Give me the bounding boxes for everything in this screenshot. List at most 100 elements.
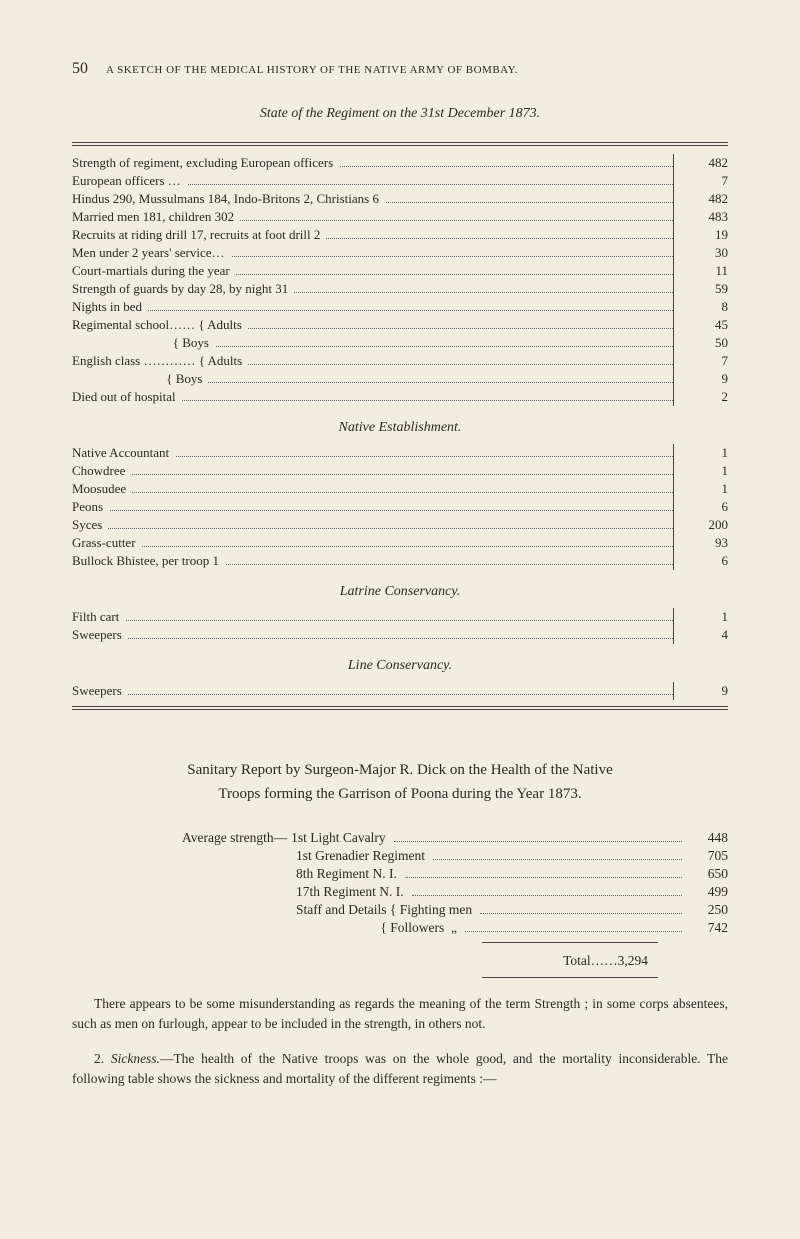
row-label: Peons bbox=[72, 498, 674, 516]
row-label: Chowdree bbox=[72, 462, 674, 480]
table-row: Died out of hospital2 bbox=[72, 388, 728, 406]
row-value: 1 bbox=[674, 444, 729, 462]
row-value: 6 bbox=[674, 552, 729, 570]
row-label: Moosudee bbox=[72, 480, 674, 498]
avg-row: 8th Regiment N. I. 650 bbox=[296, 866, 728, 882]
table-row: { Boys50 bbox=[72, 334, 728, 352]
table-row: Bullock Bhistee, per troop 16 bbox=[72, 552, 728, 570]
table-row: Nights in bed8 bbox=[72, 298, 728, 316]
row-value: 483 bbox=[674, 208, 729, 226]
row-value: 93 bbox=[674, 534, 729, 552]
total-value: 3,294 bbox=[618, 953, 648, 968]
leader-dots bbox=[480, 913, 682, 914]
table-title: State of the Regiment on the 31st Decemb… bbox=[72, 106, 728, 122]
table-row: Married men 181, children 302483 bbox=[72, 208, 728, 226]
avg-row-value: 742 bbox=[686, 920, 728, 936]
row-label: Sweepers bbox=[72, 626, 674, 644]
page-header: 50 A SKETCH OF THE MEDICAL HISTORY OF TH… bbox=[72, 60, 728, 78]
row-value: 9 bbox=[674, 370, 729, 388]
row-value: 1 bbox=[674, 462, 729, 480]
row-value: 1 bbox=[674, 480, 729, 498]
table-row: Grass-cutter93 bbox=[72, 534, 728, 552]
sanitary-line1: Sanitary Report by Surgeon-Major R. Dick… bbox=[72, 758, 728, 782]
table-row: Moosudee1 bbox=[72, 480, 728, 498]
row-value: 2 bbox=[674, 388, 729, 406]
row-label: { Boys bbox=[72, 334, 674, 352]
table-row: Court-martials during the year11 bbox=[72, 262, 728, 280]
row-value: 45 bbox=[674, 316, 729, 334]
section-native-heading: Native Establishment. bbox=[72, 420, 728, 436]
row-label: Recruits at riding drill 17, recruits at… bbox=[72, 226, 674, 244]
sub-rule bbox=[482, 942, 658, 943]
table-row: Sweepers9 bbox=[72, 682, 728, 700]
row-label: Men under 2 years' service… bbox=[72, 244, 674, 262]
table-row: Recruits at riding drill 17, recruits at… bbox=[72, 226, 728, 244]
avg-row: 1st Grenadier Regiment705 bbox=[296, 848, 728, 864]
rule-top-1 bbox=[72, 142, 728, 143]
row-label: Native Accountant bbox=[72, 444, 674, 462]
table-row: Peons6 bbox=[72, 498, 728, 516]
avg-row-value: 499 bbox=[686, 884, 728, 900]
row-label: Grass-cutter bbox=[72, 534, 674, 552]
avg-row: Average strength— 1st Light Cavalry 448 bbox=[182, 830, 728, 846]
row-label: Hindus 290, Mussulmans 184, Indo-Britons… bbox=[72, 190, 674, 208]
para1-text: There appears to be some misunderstandin… bbox=[72, 996, 728, 1031]
total-row: Total……3,294 bbox=[182, 953, 728, 969]
row-value: 7 bbox=[674, 172, 729, 190]
para2-rest: —The health of the Native troops was on … bbox=[72, 1051, 728, 1086]
row-label: Filth cart bbox=[72, 608, 674, 626]
leader-dots bbox=[465, 931, 682, 932]
sanitary-report-title: Sanitary Report by Surgeon-Major R. Dick… bbox=[72, 758, 728, 806]
row-value: 200 bbox=[674, 516, 729, 534]
para2-lead: 2. bbox=[94, 1051, 111, 1066]
avg-row-label: 1st Light Cavalry bbox=[291, 830, 390, 846]
row-value: 50 bbox=[674, 334, 729, 352]
table-row: Native Accountant1 bbox=[72, 444, 728, 462]
table-row: Sweepers4 bbox=[72, 626, 728, 644]
para2-em: Sickness. bbox=[111, 1051, 160, 1066]
row-label: Nights in bed bbox=[72, 298, 674, 316]
row-value: 482 bbox=[674, 154, 729, 172]
page-number: 50 bbox=[72, 60, 88, 78]
row-label: Court-martials during the year bbox=[72, 262, 674, 280]
avg-row-value: 650 bbox=[686, 866, 728, 882]
row-value: 6 bbox=[674, 498, 729, 516]
table-row: Strength of regiment, excluding European… bbox=[72, 154, 728, 172]
row-value: 19 bbox=[674, 226, 729, 244]
avg-row-label: Staff and Details { Fighting men bbox=[296, 902, 476, 918]
row-label: Strength of guards by day 28, by night 3… bbox=[72, 280, 674, 298]
rule-bottom-1 bbox=[72, 706, 728, 707]
row-value: 8 bbox=[674, 298, 729, 316]
ledger-main: Strength of regiment, excluding European… bbox=[72, 154, 728, 406]
row-label: Sweepers bbox=[72, 682, 674, 700]
avg-row-label: 8th Regiment N. I. bbox=[296, 866, 401, 882]
row-value: 11 bbox=[674, 262, 729, 280]
row-value: 59 bbox=[674, 280, 729, 298]
avg-row-value: 705 bbox=[686, 848, 728, 864]
row-value: 1 bbox=[674, 608, 729, 626]
leader-dots bbox=[433, 859, 682, 860]
paragraph-1: There appears to be some misunderstandin… bbox=[72, 994, 728, 1033]
table-row: Regimental school…… { Adults45 bbox=[72, 316, 728, 334]
avg-row: { Followers „742 bbox=[296, 920, 728, 936]
table-row: Hindus 290, Mussulmans 184, Indo-Britons… bbox=[72, 190, 728, 208]
running-head: A SKETCH OF THE MEDICAL HISTORY OF THE N… bbox=[106, 64, 518, 76]
row-label: Bullock Bhistee, per troop 1 bbox=[72, 552, 674, 570]
sub-rule-2 bbox=[482, 977, 658, 978]
row-label: Syces bbox=[72, 516, 674, 534]
row-value: 9 bbox=[674, 682, 729, 700]
ledger-native: Native Accountant1Chowdree1Moosudee1Peon… bbox=[72, 444, 728, 570]
table-row: English class ………… { Adults7 bbox=[72, 352, 728, 370]
table-row: { Boys9 bbox=[72, 370, 728, 388]
section-line-heading: Line Conservancy. bbox=[72, 658, 728, 674]
row-label: Strength of regiment, excluding European… bbox=[72, 154, 674, 172]
table-row: Men under 2 years' service…30 bbox=[72, 244, 728, 262]
avg-row-label: 17th Regiment N. I. bbox=[296, 884, 408, 900]
section-latrine-heading: Latrine Conservancy. bbox=[72, 584, 728, 600]
leader-dots bbox=[405, 877, 682, 878]
row-label: Married men 181, children 302 bbox=[72, 208, 674, 226]
avg-row: Staff and Details { Fighting men250 bbox=[296, 902, 728, 918]
row-label: { Boys bbox=[72, 370, 674, 388]
table-row: Chowdree1 bbox=[72, 462, 728, 480]
table-row: Syces200 bbox=[72, 516, 728, 534]
